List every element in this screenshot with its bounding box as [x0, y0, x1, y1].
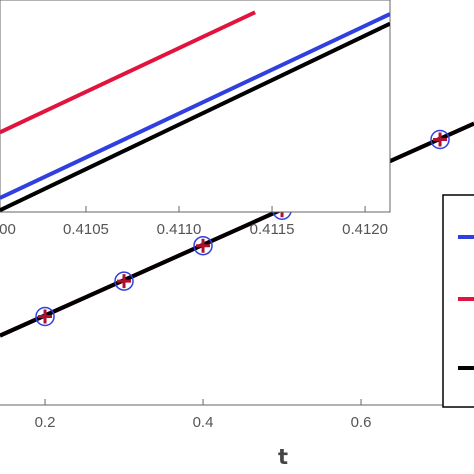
marker-circle — [193, 235, 213, 256]
marker-circle — [35, 306, 55, 327]
series-line — [0, 21, 390, 212]
marker-plus — [433, 132, 448, 147]
x-tick-label: 0.4120 — [342, 221, 388, 238]
series-line — [0, 10, 256, 135]
marker-circle — [114, 271, 134, 291]
x-tick-label: 0.4110 — [157, 221, 202, 238]
series-layer — [0, 121, 474, 338]
series-layer — [0, 10, 390, 212]
x-axis-label: t — [278, 445, 288, 469]
marker-plus — [117, 274, 132, 289]
marker-plus — [196, 238, 211, 253]
x-tick-label: 0.4105 — [63, 221, 109, 238]
marker-circle — [430, 129, 450, 150]
legend — [442, 194, 474, 408]
series-line — [0, 12, 390, 200]
x-tick-label: 0.6 — [351, 414, 372, 431]
x-tick-label: 0.4 — [193, 414, 214, 431]
x-tick-label: 0.4115 — [250, 221, 295, 238]
x-tick-label: 0.4100 — [0, 221, 16, 238]
inset-plot: 0.4100 0.4105 0.4110 0.4115 0.4120 — [0, 0, 391, 238]
main-plot: 0.2 0.4 0.6 — [0, 121, 474, 431]
series-line — [0, 121, 474, 338]
x-tick-label: 0.2 — [35, 414, 56, 431]
marker-plus — [38, 309, 53, 324]
